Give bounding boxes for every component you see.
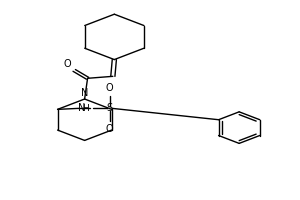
Text: N: N [81,88,88,98]
Text: O: O [106,83,113,93]
Text: S: S [106,103,113,113]
Text: O: O [106,124,113,134]
Text: H: H [82,104,89,113]
Text: N: N [78,103,85,113]
Text: O: O [64,59,71,69]
